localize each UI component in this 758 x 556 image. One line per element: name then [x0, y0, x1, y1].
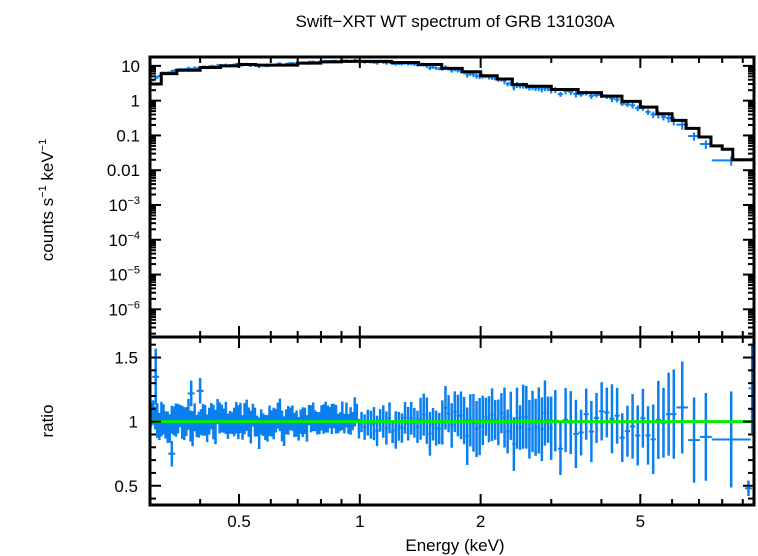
spectrum-y-axis-title: counts s−1 keV−1 [37, 139, 57, 261]
x-tick-label: 1 [355, 512, 364, 531]
spectrum-model [150, 59, 754, 162]
y-tick-label: 10−4 [109, 230, 140, 250]
y-tick-label: 1.5 [114, 349, 138, 368]
spectrum-y-tick-labels: 10 1 0.1 0.01 10−3 10−4 10−5 10−6 [107, 57, 140, 319]
y-tick-label: 10−5 [109, 265, 140, 285]
model-step-line [150, 59, 754, 162]
y-tick-label: 1 [129, 413, 138, 432]
x-tick-labels: 0.5 1 2 5 [227, 512, 645, 531]
x-tick-label: 5 [636, 512, 645, 531]
y-tick-label: 10−6 [109, 299, 140, 319]
top-panel-frame [148, 55, 756, 339]
y-tick-label: 0.1 [116, 126, 140, 145]
ratio-y-axis-title: ratio [38, 404, 57, 437]
axis-ticks [149, 57, 754, 505]
ratio-y-tick-labels: 0.5 1 1.5 [114, 349, 138, 496]
y-tick-label: 0.01 [107, 161, 140, 180]
x-tick-label: 2 [476, 512, 485, 531]
chart-title: Swift−XRT WT spectrum of GRB 131030A [296, 12, 616, 31]
y-tick-label: 10−3 [109, 195, 140, 215]
y-tick-label: 1 [131, 92, 140, 111]
x-axis-title: Energy (keV) [405, 536, 504, 555]
y-tick-label: 10 [121, 57, 140, 76]
ratio-data-points [150, 343, 754, 497]
x-tick-label: 0.5 [227, 512, 251, 531]
y-tick-label: 0.5 [114, 477, 138, 496]
